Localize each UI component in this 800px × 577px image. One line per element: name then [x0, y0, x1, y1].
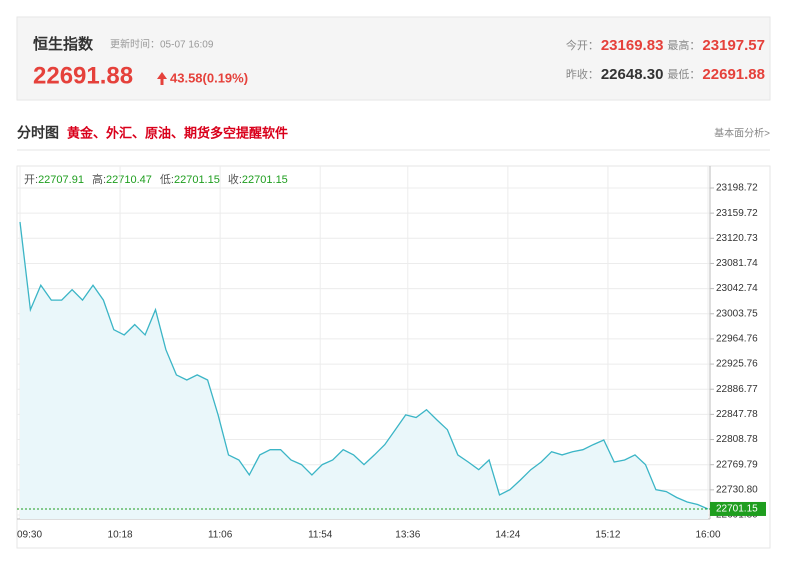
y-tick-label: 22847.78: [716, 409, 758, 420]
ohlc-info: 开:22707.91 高:22710.47 低:22701.15 收:22701.15: [24, 172, 288, 186]
x-tick-label: 10:18: [108, 530, 133, 541]
y-tick-label: 22769.79: [716, 459, 758, 470]
section-title: 分时图: [17, 125, 59, 141]
quote-text: 最高：: [667, 38, 700, 52]
quote-text: 22648.30: [601, 66, 664, 83]
promo-link[interactable]: 黄金、外汇、原油、期货多空提醒软件: [67, 125, 288, 140]
y-tick-label: 23081.74: [716, 258, 758, 269]
quote-row: 今开： 23169.83 最高： 23197.57: [566, 37, 765, 54]
last-price-label: 22701.15: [716, 504, 758, 515]
info-value: 22707.91: [38, 174, 84, 186]
area: [20, 222, 708, 519]
header-box: [16, 16, 771, 101]
x-tick-label: 15:12: [595, 530, 620, 541]
y-tick-label: 23042.74: [716, 283, 758, 294]
info-value: 22701.15: [174, 174, 220, 186]
quote-text: 昨收：: [566, 67, 599, 81]
up-arrow: [157, 72, 167, 85]
x-tick-label: 09:30: [17, 530, 42, 541]
quote-text: 今开：: [566, 38, 599, 52]
info-value: 22710.47: [106, 174, 152, 186]
chart-box: [16, 165, 771, 549]
y-tick-label: 22730.80: [716, 484, 758, 495]
last-price-box: [710, 501, 766, 516]
y-tick-label: 22808.78: [716, 434, 758, 445]
y-tick-label: 23120.73: [716, 233, 758, 244]
quote-text: 最低：: [667, 68, 700, 81]
y-tick-label: 22925.76: [716, 359, 758, 370]
info-label: 低:: [160, 173, 174, 186]
quote-text: 23197.57: [702, 37, 765, 54]
x-tick-label: 11:06: [208, 530, 233, 541]
price: 22691.88: [33, 62, 133, 89]
x-tick-label: 13:36: [395, 530, 420, 541]
y-tick-label: 23198.72: [716, 183, 758, 194]
quote-text: 23169.83: [601, 37, 664, 54]
info-label: 开:: [24, 174, 38, 186]
y-tick-label: 23003.75: [716, 308, 758, 319]
y-tick-label: 23159.72: [716, 208, 758, 219]
x-tick-label: 11:54: [308, 530, 333, 541]
x-tick-label: 14:24: [495, 530, 520, 541]
x-tick-label: 16:00: [695, 530, 720, 541]
more-link[interactable]: 基本面分析>: [714, 127, 770, 140]
quote-text: 22691.88: [702, 66, 765, 83]
index-name: 恒生指数: [33, 35, 94, 53]
info-label: 收:: [228, 172, 242, 186]
price-line: [19, 221, 709, 510]
y-tick-label: 22964.76: [716, 334, 758, 345]
change: 43.58(0.19%): [170, 70, 248, 85]
info-value: 22701.15: [242, 174, 288, 186]
update-time: 更新时间：05-07 16:09: [110, 38, 214, 51]
info-label: 高:: [92, 172, 106, 186]
y-tick-label: 22886.77: [716, 384, 758, 395]
quote-row: 昨收： 22648.30 最低： 22691.88: [566, 66, 765, 83]
